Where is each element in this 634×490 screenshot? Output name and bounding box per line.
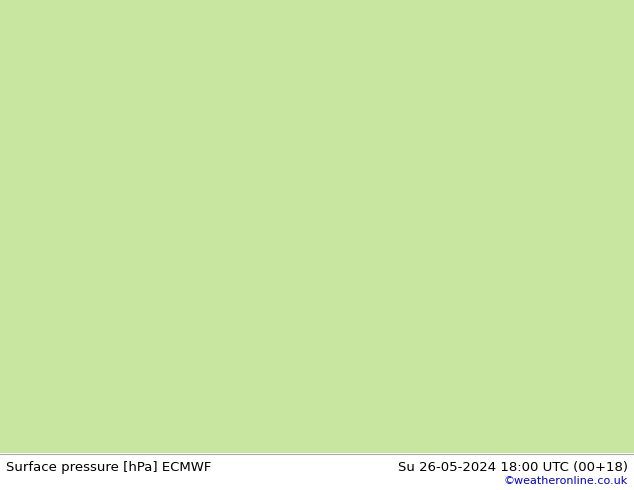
Text: Surface pressure [hPa] ECMWF: Surface pressure [hPa] ECMWF [6, 461, 212, 474]
Polygon shape [0, 0, 634, 453]
Text: Su 26-05-2024 18:00 UTC (00+18): Su 26-05-2024 18:00 UTC (00+18) [398, 461, 628, 474]
Text: ©weatheronline.co.uk: ©weatheronline.co.uk [503, 476, 628, 486]
